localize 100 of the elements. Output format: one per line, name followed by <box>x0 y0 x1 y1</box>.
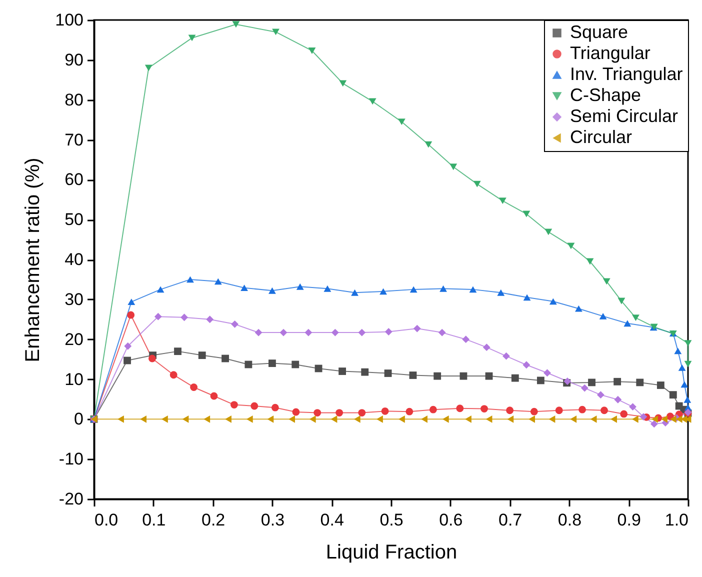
point <box>358 409 366 416</box>
point <box>230 401 238 408</box>
point <box>442 415 449 423</box>
point <box>154 312 162 320</box>
y-tick-label: 0 <box>74 410 84 429</box>
point <box>674 348 682 354</box>
point <box>309 415 316 423</box>
point <box>574 305 582 312</box>
x-tick-label: 0.1 <box>142 510 166 530</box>
x-tick-label: 0.9 <box>617 510 641 530</box>
point <box>140 415 147 423</box>
point <box>358 328 366 336</box>
y-tick-label: 50 <box>64 210 84 230</box>
point <box>339 80 347 87</box>
point <box>410 286 418 293</box>
point <box>429 406 437 414</box>
point <box>174 348 182 356</box>
point <box>338 368 346 375</box>
point <box>570 415 577 423</box>
point <box>632 415 638 423</box>
point <box>600 406 608 414</box>
x-tick-label: 0.7 <box>498 510 522 530</box>
point <box>232 21 240 28</box>
point <box>231 320 238 328</box>
point <box>596 391 604 399</box>
y-tick-label: 20 <box>64 330 84 349</box>
point <box>434 372 442 380</box>
point <box>118 415 124 423</box>
point <box>246 415 253 423</box>
x-tick-label: 0.5 <box>380 510 404 530</box>
point <box>469 286 477 293</box>
point <box>170 371 178 379</box>
point <box>632 314 640 321</box>
point <box>406 408 414 416</box>
point <box>555 406 563 414</box>
point <box>502 352 510 360</box>
y-tick-label: -10 <box>58 450 84 469</box>
point <box>511 374 519 382</box>
point <box>599 312 607 320</box>
point <box>456 404 464 412</box>
point <box>465 415 472 423</box>
point <box>272 28 280 36</box>
y-tick-label: 30 <box>64 290 84 309</box>
point <box>462 336 470 344</box>
point <box>544 369 551 377</box>
x-tick-label: 0.6 <box>439 510 463 530</box>
point <box>128 298 136 306</box>
point <box>549 298 557 305</box>
point <box>676 415 682 423</box>
point <box>222 354 229 362</box>
point <box>336 409 344 416</box>
point <box>330 415 338 423</box>
point <box>324 285 332 292</box>
point <box>268 360 276 367</box>
point <box>351 289 358 296</box>
x-tick-label: 0.3 <box>260 510 285 530</box>
point <box>636 378 644 386</box>
x-tick-label: 0.4 <box>320 510 344 530</box>
point <box>669 391 677 399</box>
point <box>188 34 196 42</box>
point <box>618 298 626 304</box>
y-tick-label: 70 <box>64 130 84 150</box>
point <box>214 278 222 285</box>
point <box>354 415 360 423</box>
point <box>225 415 232 423</box>
point <box>656 382 664 389</box>
point <box>267 415 274 423</box>
point <box>331 328 339 336</box>
legend-label: Semi Circular <box>570 106 678 126</box>
point <box>473 180 481 188</box>
legend-label: Circular <box>570 127 632 147</box>
y-tick-label: -20 <box>58 490 84 508</box>
point <box>497 289 505 296</box>
legend-label: Triangular <box>570 43 650 63</box>
point <box>438 328 446 336</box>
point <box>144 64 152 72</box>
point <box>361 368 369 376</box>
point <box>148 354 156 362</box>
point <box>421 415 428 423</box>
point <box>580 384 588 392</box>
point <box>198 352 206 360</box>
point <box>254 328 262 336</box>
point <box>610 415 617 423</box>
point <box>384 328 392 336</box>
point <box>578 406 586 414</box>
point <box>398 118 406 125</box>
point <box>206 316 214 324</box>
point <box>190 384 198 391</box>
point <box>398 415 405 423</box>
point <box>308 48 316 54</box>
x-tick-label: 0.2 <box>201 510 226 530</box>
point <box>530 408 538 416</box>
point <box>368 98 376 105</box>
y-tick-label: 40 <box>64 250 84 269</box>
point <box>684 340 692 347</box>
point <box>210 392 218 400</box>
point <box>413 324 421 332</box>
point <box>586 258 594 265</box>
point <box>523 294 531 301</box>
point <box>620 410 628 418</box>
